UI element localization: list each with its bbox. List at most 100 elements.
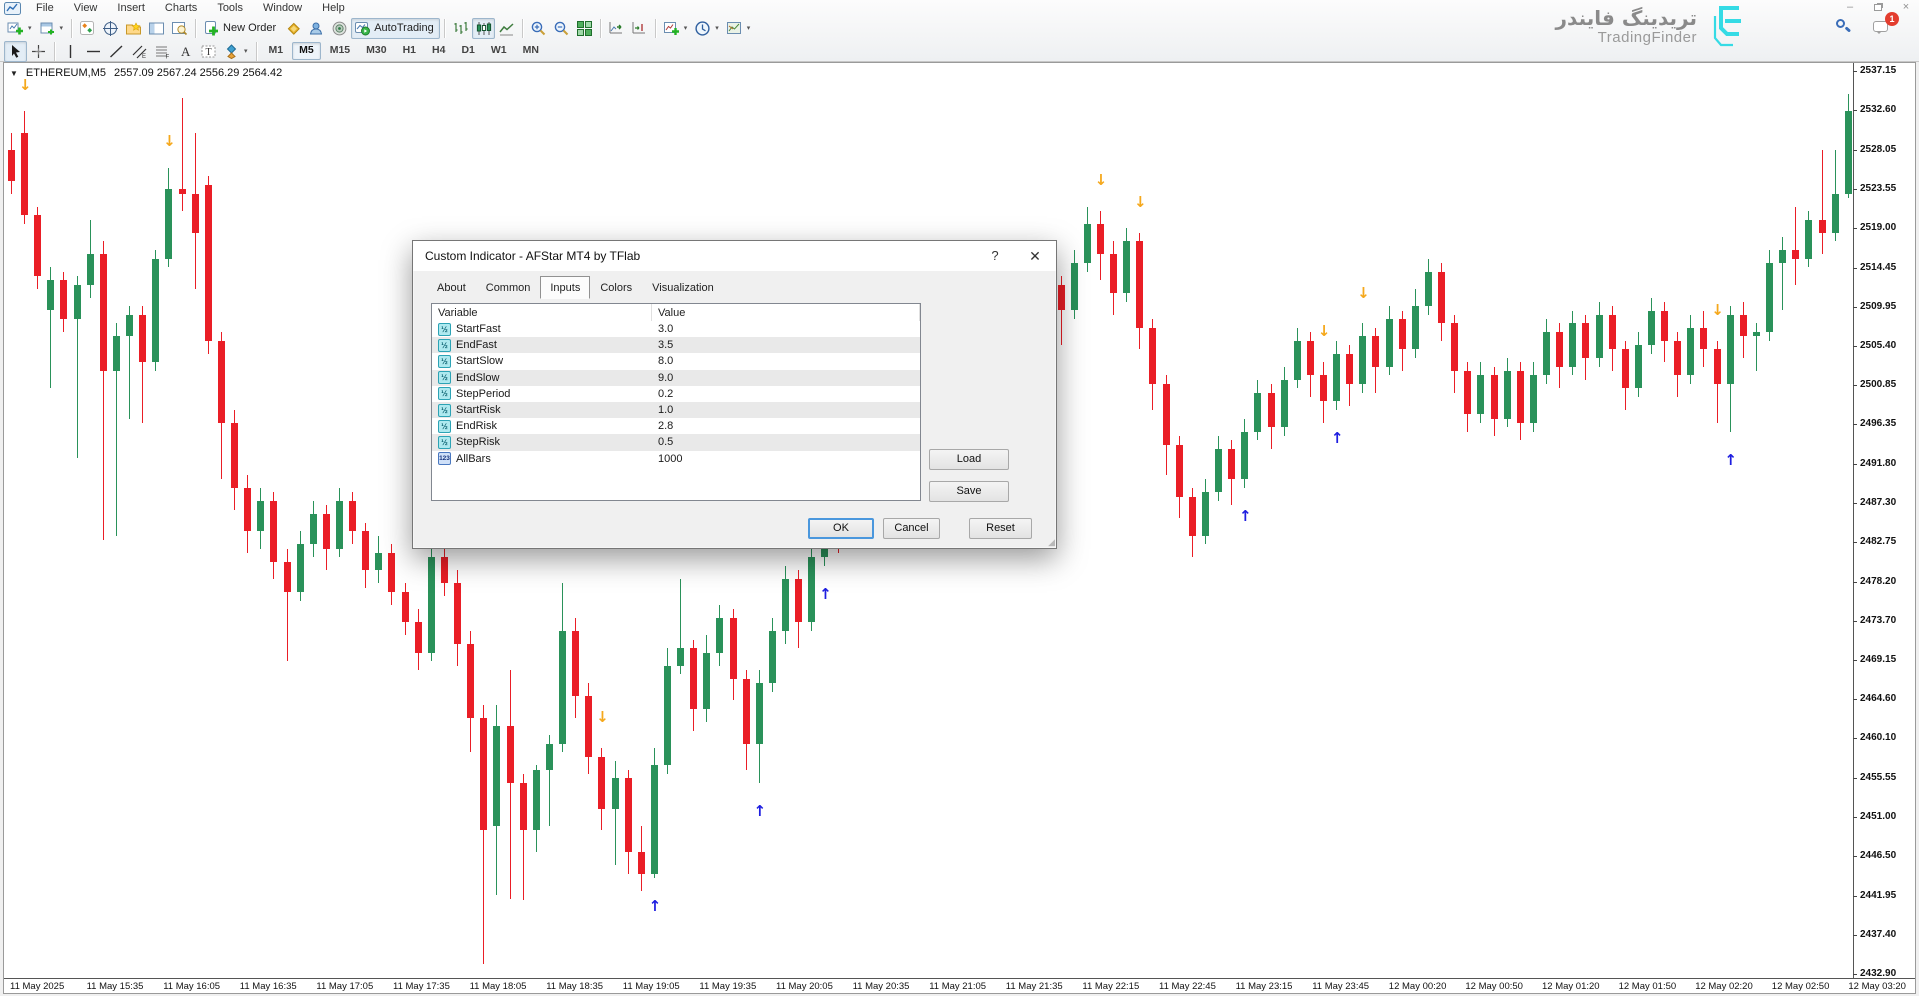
terminal-button[interactable] (145, 18, 168, 39)
equidistant-channel-button[interactable]: E (128, 41, 151, 62)
zoom-in-button[interactable] (527, 18, 550, 39)
price-axis[interactable]: 2537.152532.602528.052523.552519.002514.… (1853, 63, 1915, 978)
community-button[interactable] (305, 18, 328, 39)
tab-inputs[interactable]: Inputs (540, 276, 590, 299)
variable-value: 3.0 (658, 323, 673, 335)
menu-tools[interactable]: Tools (208, 1, 252, 15)
menu-window[interactable]: Window (254, 1, 311, 15)
chart-shift-button[interactable] (628, 18, 651, 39)
dialog-help-button[interactable]: ? (978, 241, 1012, 271)
input-row-steprisk[interactable]: ½StepRisk0.5 (432, 434, 920, 450)
candle (1753, 332, 1760, 336)
dialog-titlebar[interactable]: Custom Indicator - AFStar MT4 by TFlab (413, 241, 1056, 271)
cancel-button[interactable]: Cancel (883, 518, 940, 539)
tab-colors[interactable]: Colors (590, 278, 642, 299)
menu-file[interactable]: File (27, 1, 63, 15)
strategy-tester-button[interactable] (168, 18, 191, 39)
value-cell[interactable]: 3.5 (652, 339, 920, 351)
arrow-objects-button[interactable]: ▾ (220, 41, 252, 62)
tab-common[interactable]: Common (476, 278, 541, 299)
input-row-endrisk[interactable]: ½EndRisk2.8 (432, 418, 920, 434)
candle (402, 592, 409, 622)
timeframe-d1[interactable]: D1 (454, 42, 481, 60)
reset-button[interactable]: Reset (969, 518, 1032, 539)
candle (1845, 111, 1852, 193)
value-cell[interactable]: 1.0 (652, 404, 920, 416)
templates-button[interactable]: ▾ (723, 18, 755, 39)
zoom-out-button[interactable] (550, 18, 573, 39)
value-cell[interactable]: 0.5 (652, 436, 920, 448)
column-header-variable[interactable]: Variable (432, 304, 652, 321)
menu-insert[interactable]: Insert (108, 1, 154, 15)
timeframe-h4[interactable]: H4 (425, 42, 452, 60)
timeframe-h1[interactable]: H1 (396, 42, 423, 60)
save-button[interactable]: Save (929, 481, 1009, 502)
menu-charts[interactable]: Charts (156, 1, 206, 15)
new-chart-button[interactable]: ▾ (4, 18, 36, 39)
timeframe-mn[interactable]: MN (516, 42, 546, 60)
value-cell[interactable]: 1000 (652, 453, 920, 465)
tab-about[interactable]: About (427, 278, 476, 299)
data-window-button[interactable] (99, 18, 122, 39)
new-order-icon (203, 20, 220, 37)
horizontal-line-button[interactable] (82, 41, 105, 62)
symbol-dropdown-icon[interactable]: ▼ (10, 69, 18, 78)
trendline-button[interactable] (105, 41, 128, 62)
resize-grip-icon[interactable]: ◢ (1048, 537, 1055, 548)
input-row-startfast[interactable]: ½StartFast3.0 (432, 321, 920, 337)
metaeditor-button[interactable] (282, 18, 305, 39)
dialog-close-icon[interactable]: ✕ (1018, 241, 1052, 271)
column-header-value[interactable]: Value (652, 304, 920, 321)
periods-button[interactable]: ▾ (691, 18, 723, 39)
timeframe-w1[interactable]: W1 (484, 42, 514, 60)
input-row-allbars[interactable]: 123AllBars1000 (432, 451, 920, 467)
inputs-table[interactable]: Variable Value ½StartFast3.0½EndFast3.5½… (431, 303, 921, 501)
candle (34, 215, 41, 276)
minimize-icon[interactable]: – (1843, 2, 1857, 12)
tile-windows-button[interactable] (573, 18, 596, 39)
crosshair-button[interactable] (27, 41, 50, 62)
search-icon[interactable] (1835, 18, 1851, 34)
autotrading-button[interactable]: AutoTrading (351, 18, 440, 39)
value-cell[interactable]: 2.8 (652, 420, 920, 432)
timeframe-m5[interactable]: M5 (292, 42, 321, 60)
candle (47, 280, 54, 310)
cursor-button[interactable] (4, 41, 27, 62)
value-cell[interactable]: 9.0 (652, 372, 920, 384)
profiles-button[interactable]: ▾ (36, 18, 68, 39)
menu-view[interactable]: View (65, 1, 107, 15)
ok-button[interactable]: OK (808, 518, 874, 539)
fibonacci-button[interactable]: F (151, 41, 174, 62)
value-cell[interactable]: 8.0 (652, 355, 920, 367)
chart-line-button[interactable] (495, 18, 518, 39)
templates-icon (726, 20, 743, 37)
input-row-endslow[interactable]: ½EndSlow9.0 (432, 370, 920, 386)
new-order-button[interactable]: New Order (200, 18, 282, 39)
chart-candles-button[interactable] (472, 18, 495, 39)
input-row-stepperiod[interactable]: ½StepPeriod0.2 (432, 386, 920, 402)
vertical-line-button[interactable] (59, 41, 82, 62)
sound-button[interactable] (328, 18, 351, 39)
text-label-button[interactable]: T (197, 41, 220, 62)
chart-bars-button[interactable] (449, 18, 472, 39)
input-row-startslow[interactable]: ½StartSlow8.0 (432, 353, 920, 369)
input-row-endfast[interactable]: ½EndFast3.5 (432, 337, 920, 353)
timeframe-m15[interactable]: M15 (323, 42, 357, 60)
restore-icon[interactable] (1871, 4, 1885, 11)
value-cell[interactable]: 3.0 (652, 323, 920, 335)
timeframe-m30[interactable]: M30 (359, 42, 393, 60)
indicators-button[interactable]: ▾ (660, 18, 692, 39)
navigator-button[interactable] (122, 18, 145, 39)
text-button[interactable]: A (174, 41, 197, 62)
menu-help[interactable]: Help (313, 1, 354, 15)
value-cell[interactable]: 0.2 (652, 388, 920, 400)
time-axis[interactable]: 11 May 202511 May 15:3511 May 16:0511 Ma… (4, 978, 1915, 993)
timeframe-m1[interactable]: M1 (262, 42, 291, 60)
chat-icon[interactable]: 1 (1873, 19, 1891, 34)
tab-visualization[interactable]: Visualization (642, 278, 724, 299)
market-watch-button[interactable] (76, 18, 99, 39)
input-row-startrisk[interactable]: ½StartRisk1.0 (432, 402, 920, 418)
load-button[interactable]: Load (929, 449, 1009, 470)
close-icon[interactable]: × (1899, 2, 1913, 12)
auto-scroll-button[interactable] (605, 18, 628, 39)
